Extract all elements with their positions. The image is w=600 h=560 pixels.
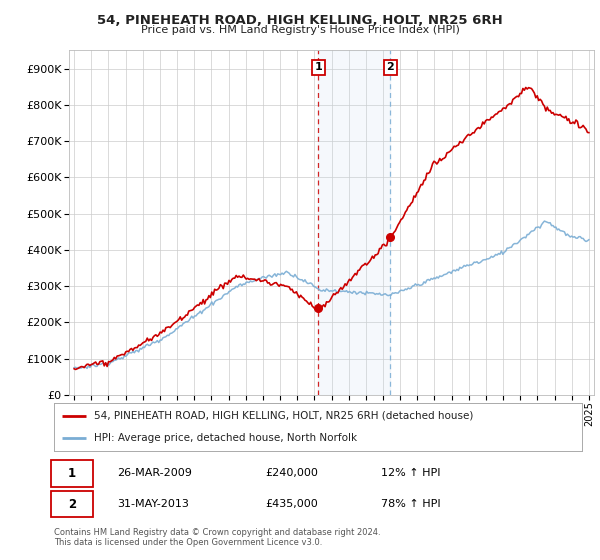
- Text: 54, PINEHEATH ROAD, HIGH KELLING, HOLT, NR25 6RH (detached house): 54, PINEHEATH ROAD, HIGH KELLING, HOLT, …: [94, 410, 473, 421]
- Text: 1: 1: [314, 63, 322, 72]
- Text: 78% ↑ HPI: 78% ↑ HPI: [382, 499, 441, 509]
- Text: 31-MAY-2013: 31-MAY-2013: [118, 499, 189, 509]
- Text: Contains HM Land Registry data © Crown copyright and database right 2024.
This d: Contains HM Land Registry data © Crown c…: [54, 528, 380, 547]
- Text: £435,000: £435,000: [265, 499, 318, 509]
- Bar: [318, 50, 390, 395]
- Text: 12% ↑ HPI: 12% ↑ HPI: [382, 468, 441, 478]
- FancyBboxPatch shape: [52, 491, 92, 517]
- Text: Price paid vs. HM Land Registry's House Price Index (HPI): Price paid vs. HM Land Registry's House …: [140, 25, 460, 35]
- Text: HPI: Average price, detached house, North Norfolk: HPI: Average price, detached house, Nort…: [94, 433, 357, 444]
- Text: 2: 2: [68, 497, 76, 511]
- Text: 26-MAR-2009: 26-MAR-2009: [118, 468, 192, 478]
- Text: £240,000: £240,000: [265, 468, 318, 478]
- Text: 54, PINEHEATH ROAD, HIGH KELLING, HOLT, NR25 6RH: 54, PINEHEATH ROAD, HIGH KELLING, HOLT, …: [97, 14, 503, 27]
- FancyBboxPatch shape: [52, 460, 92, 487]
- Text: 1: 1: [68, 466, 76, 480]
- Text: 2: 2: [386, 63, 394, 72]
